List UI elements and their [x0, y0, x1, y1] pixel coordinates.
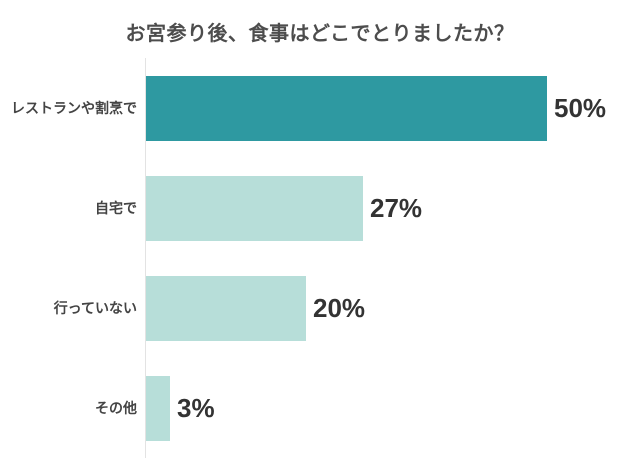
bar-other [146, 375, 170, 441]
bar-row-restaurant: レストランや割烹で 50% [0, 58, 640, 158]
bar-row-did-not-go: 行っていない 20% [0, 258, 640, 358]
y-axis-line [145, 58, 146, 458]
bar-rows: レストランや割烹で 50% 自宅で 27% 行っていない 20% その他 [0, 58, 640, 458]
bar-area: 50% [146, 58, 640, 158]
bar-row-home: 自宅で 27% [0, 158, 640, 258]
value-label: 50% [554, 92, 607, 123]
value-label: 3% [177, 392, 215, 423]
category-label: その他 [95, 399, 137, 416]
value-label: 27% [370, 192, 423, 223]
bar-row-other: その他 3% [0, 358, 640, 458]
bar-area: 3% [146, 358, 640, 458]
bar-restaurant [146, 75, 547, 141]
bar-area: 27% [146, 158, 640, 258]
value-label: 20% [313, 292, 366, 323]
bar-did-not-go [146, 275, 306, 341]
bar-home [146, 175, 363, 241]
chart-title: お宮参り後、食事はどこでとりましたか？ [125, 23, 515, 45]
category-label: 自宅で [95, 199, 137, 216]
category-label: 行っていない [53, 299, 137, 316]
bar-area: 20% [146, 258, 640, 358]
category-label: レストランや割烹で [11, 99, 137, 116]
